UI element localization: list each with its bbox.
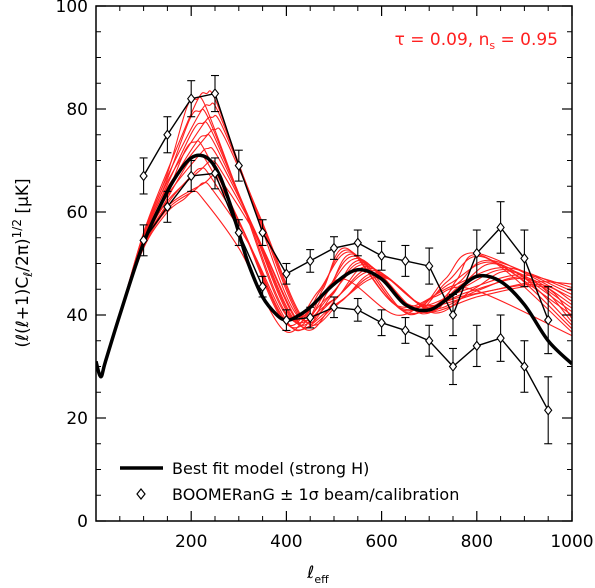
y-label-part: [μK]	[13, 178, 33, 219]
data-point	[448, 361, 458, 372]
data-point	[401, 255, 410, 267]
y-tick-label: 80	[66, 100, 88, 120]
x-tick-label: 600	[365, 532, 397, 552]
data-point	[544, 404, 553, 416]
data-point	[258, 281, 267, 293]
data-point	[520, 252, 529, 264]
data-point	[282, 268, 291, 280]
data-connecting-line	[142, 92, 549, 321]
data-point	[448, 309, 458, 321]
data-point	[496, 332, 505, 344]
data-point	[377, 317, 386, 329]
data-point	[187, 170, 196, 182]
data-point	[234, 227, 243, 238]
data-point	[306, 312, 315, 323]
data-point	[377, 250, 386, 262]
data-point	[210, 167, 220, 179]
annotation-text-part: τ = 0.09, n	[395, 30, 490, 50]
data-point	[163, 201, 172, 213]
data-point	[282, 314, 291, 326]
data-point	[544, 314, 553, 326]
data-point	[496, 222, 505, 233]
legend-diamond-marker	[136, 488, 146, 500]
data-point	[520, 361, 529, 372]
data-point	[472, 247, 481, 259]
legend: Best fit model (strong H) BOOMERanG ± 1σ…	[120, 459, 459, 504]
data-point	[187, 93, 196, 105]
data-point	[258, 227, 267, 238]
y-tick-label: 60	[66, 203, 88, 223]
legend-best-fit-label: Best fit model (strong H)	[172, 459, 369, 478]
y-tick-label: 0	[77, 512, 88, 532]
y-tick-label: 100	[56, 0, 88, 17]
data-point	[353, 237, 362, 249]
best-fit-curve	[96, 153, 572, 379]
data-point	[353, 304, 362, 316]
legend-data-label: BOOMERanG ± 1σ beam/calibration	[172, 485, 459, 504]
y-tick-label: 40	[66, 306, 88, 326]
data-point	[425, 335, 434, 347]
best-fit-curve-layer	[96, 153, 572, 379]
data-point	[329, 242, 339, 254]
data-point	[401, 325, 410, 336]
x-tick-label: 800	[461, 532, 493, 552]
y-label-part: ℓ	[21, 272, 35, 278]
annotation-text-part: s	[489, 39, 495, 52]
data-point	[163, 129, 172, 141]
x-tick-label: 1000	[550, 532, 593, 552]
y-label-part: 1/2	[10, 219, 24, 238]
data-point	[139, 170, 148, 182]
data-point	[306, 255, 315, 267]
y-tick-label: 20	[66, 409, 88, 429]
parameter-annotation: τ = 0.09, ns​ = 0.95	[395, 30, 558, 52]
data-point	[210, 88, 220, 99]
axes: 200 400 600 800 1000 0 20 40 60 80 100	[56, 0, 594, 552]
data-connecting-line	[143, 172, 264, 287]
x-tick-label: 400	[270, 532, 302, 552]
data-point	[329, 301, 339, 313]
y-label-part: (ℓ(ℓ+1)C	[13, 277, 33, 348]
y-axis-label: (ℓ(ℓ+1)Cℓ​/2π)1/2​ [μK]	[10, 178, 35, 347]
data-points-layer	[139, 74, 553, 445]
data-point	[472, 340, 481, 352]
x-axis-label: ℓeff	[306, 563, 329, 586]
data-point	[139, 234, 148, 246]
annotation-text-part: = 0.95	[495, 30, 558, 50]
data-connecting-line	[286, 306, 549, 411]
x-tick-label: 200	[175, 532, 207, 552]
data-point	[425, 260, 434, 272]
y-label-part: /2π)	[13, 238, 33, 271]
data-point	[234, 160, 243, 172]
